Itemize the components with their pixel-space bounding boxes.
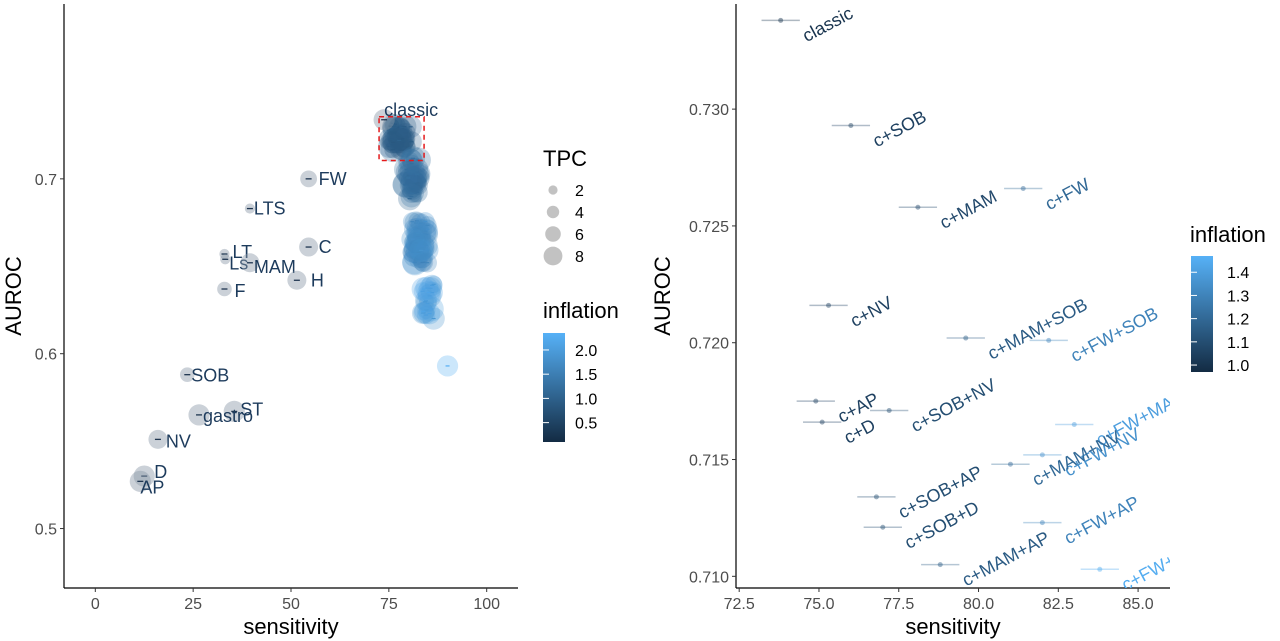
right-point-label-c+MAM: c+MAM <box>936 186 1000 233</box>
left-y-tick-label: 0.5 <box>35 522 57 539</box>
right-point-c+AP <box>813 398 819 404</box>
left-point-label-gastro: gastro <box>203 406 253 426</box>
right-point-c+SOB+D <box>880 524 886 530</box>
left-x-tick-label: 50 <box>282 596 300 613</box>
left-colorbar-label: 2.0 <box>575 343 597 360</box>
right-y-tick-label: 0.710 <box>689 569 729 586</box>
tpc-legend-label: 4 <box>575 205 584 222</box>
right-point-c+FW+AP <box>1039 520 1045 526</box>
right-point-c+MAM <box>915 204 921 210</box>
left-colorbar-label: 0.5 <box>575 416 597 433</box>
right-x-tick-label: 85.0 <box>1123 596 1154 613</box>
left-point-label-SOB: SOB <box>191 366 229 386</box>
tpc-legend-label: 8 <box>575 249 584 266</box>
left-colorbar-label: 1.5 <box>575 367 597 384</box>
right-y-tick-label: 0.720 <box>689 336 729 353</box>
right-point-label-c+FW+AP: c+FW+AP <box>1061 492 1143 548</box>
right-x-axis-title: sensitivity <box>905 614 1000 639</box>
tpc-legend-key <box>545 226 561 242</box>
tpc-legend-title: TPC <box>543 146 587 171</box>
right-point-c+NV <box>826 302 832 308</box>
right-colorbar-label: 1.1 <box>1227 335 1249 352</box>
right-point-c+MAM+SOB <box>963 335 969 341</box>
left-y-tick-label: 0.7 <box>35 172 57 189</box>
right-point-c+FW <box>1020 186 1026 192</box>
right-point-c+MAM+NV <box>1007 461 1013 467</box>
right-y-tick-label: 0.730 <box>689 102 729 119</box>
tpc-legend-label: 2 <box>575 183 584 200</box>
right-x-tick-label: 77.5 <box>883 596 914 613</box>
left-point-label-D: D <box>154 462 167 482</box>
right-point-c+MAM+AP <box>937 562 943 568</box>
right-point-label-c+MAM+AP: c+MAM+AP <box>959 527 1053 590</box>
right-x-tick-label: 72.5 <box>724 596 755 613</box>
left-point-label-MAM: MAM <box>254 257 296 277</box>
right-point-c+SOB <box>848 122 854 128</box>
right-point-c+D <box>819 419 825 425</box>
left-point-label-LTS: LTS <box>254 199 286 219</box>
left-point-label-ST: ST <box>240 399 263 419</box>
left-point-label-AP: AP <box>140 477 164 497</box>
right-point-label-c+FW: c+FW <box>1042 174 1093 214</box>
right-point-classic <box>778 17 784 23</box>
right-point-c+FW+MAM+ <box>1097 566 1103 572</box>
right-colorbar-label: 1.4 <box>1227 265 1249 282</box>
right-colorbar-label: 1.2 <box>1227 312 1249 329</box>
left-point-label-LT: LT <box>232 242 252 262</box>
left-x-axis-title: sensitivity <box>243 614 338 639</box>
left-point-label-classic: classic <box>384 100 438 120</box>
left-x-tick-label: 100 <box>473 596 500 613</box>
right-colorbar <box>1191 256 1213 372</box>
right-point-c+FW+SOB <box>1046 337 1052 343</box>
left-y-tick-label: 0.6 <box>35 347 57 364</box>
left-point-label-NV: NV <box>166 431 191 451</box>
left-x-tick-label: 75 <box>380 596 398 613</box>
right-colorbar-label: 1.0 <box>1227 358 1249 375</box>
tpc-legend-key <box>548 185 558 195</box>
left-point-label-FW: FW <box>319 169 347 189</box>
tpc-legend-key <box>546 205 560 219</box>
right-colorbar-label: 1.3 <box>1227 288 1249 305</box>
right-point-label-c+SOB: c+SOB <box>869 106 929 151</box>
right-point-c+FW+MAM <box>1071 421 1077 427</box>
right-y-axis-title: AUROC <box>650 256 675 336</box>
right-point-label-classic: classic <box>799 3 856 46</box>
left-zoom-highlight-box <box>378 116 425 162</box>
left-y-axis-title: AUROC <box>1 256 26 336</box>
right-y-tick-label: 0.715 <box>689 453 729 470</box>
right-chart-panel: 72.5 75.0 77.5 80.0 82.5 85.0 0.710 0.715 0.720 0… <box>650 3 1266 639</box>
left-x-tick-label: 25 <box>184 596 202 613</box>
right-y-tick-label: 0.725 <box>689 219 729 236</box>
right-point-label-c+FW+MAM+: c+FW+MAM+ <box>1118 525 1225 595</box>
tpc-legend-label: 6 <box>575 227 584 244</box>
right-inflation-legend-title: inflation <box>1190 222 1266 247</box>
left-point-label-F: F <box>234 281 245 301</box>
left-colorbar-label: 1.0 <box>575 391 597 408</box>
right-x-tick-label: 80.0 <box>963 596 994 613</box>
right-point-c+SOB+AP <box>873 494 879 500</box>
right-x-tick-label: 75.0 <box>803 596 834 613</box>
left-point-label-C: C <box>319 237 332 257</box>
right-point-c+FW+NV <box>1039 452 1045 458</box>
left-colorbar <box>543 333 565 442</box>
right-point-label-c+SOB+NV: c+SOB+NV <box>908 375 1000 436</box>
tpc-legend-key <box>543 246 563 266</box>
right-point-c+SOB+NV <box>886 407 892 413</box>
left-x-tick-label: 0 <box>91 596 100 613</box>
right-x-tick-label: 82.5 <box>1043 596 1074 613</box>
left-inflation-legend-title: inflation <box>543 298 619 323</box>
left-point-label-Ls: Ls <box>229 253 248 273</box>
left-chart-panel: 0 25 50 75 100 0.5 0.6 0.7 sensitivity AUROC class… <box>1 4 619 639</box>
right-point-label-c+NV: c+NV <box>847 292 896 331</box>
left-point-label-H: H <box>311 270 324 290</box>
